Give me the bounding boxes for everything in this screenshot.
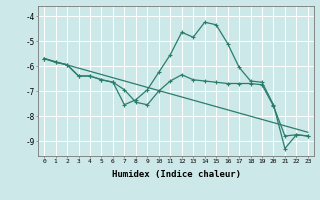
- X-axis label: Humidex (Indice chaleur): Humidex (Indice chaleur): [111, 170, 241, 179]
